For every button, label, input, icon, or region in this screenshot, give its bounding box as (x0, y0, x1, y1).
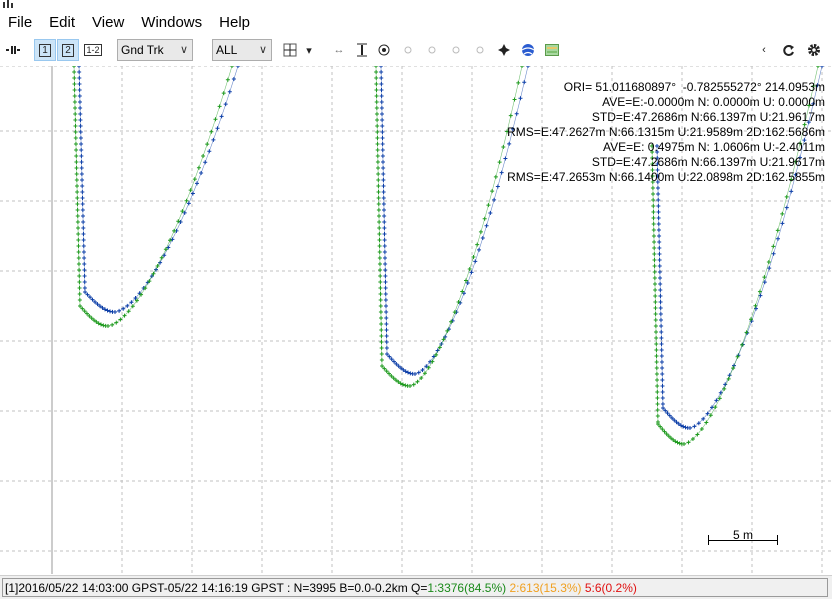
plot-type-select[interactable]: Gnd Trk ∨ (117, 39, 193, 61)
scale-bar: 5 m (707, 528, 779, 548)
stat-rms-2: RMS=E:47.2653m N:66.1400m U:22.0898m 2D:… (507, 170, 825, 184)
ground-track-plot[interactable]: ORI= 51.011680897° -0.782555272° 214.095… (0, 66, 832, 574)
target-icon[interactable] (374, 39, 394, 61)
track-solution-1-a (77, 66, 240, 314)
crosshair-icon[interactable] (280, 39, 300, 61)
toolbar: 1 2 1-2 Gnd Trk ∨ ALL ∨ ▾ ↔ ‹ (0, 34, 832, 67)
menu-file[interactable]: File (8, 14, 33, 31)
status-bar: [1]2016/05/22 14:03:00 GPST-05/22 14:16:… (0, 575, 832, 599)
scroll-left-icon[interactable]: ‹ (762, 44, 766, 56)
solution-1-button[interactable]: 1 (34, 39, 56, 61)
track-solution-1-c (655, 66, 824, 430)
solution-1-2-label: 1-2 (84, 44, 102, 56)
plot-type-value: Gnd Trk (121, 43, 164, 57)
map-icon[interactable] (542, 39, 562, 61)
stat-rms-1: RMS=E:47.2627m N:66.1315m U:21.9589m 2D:… (507, 125, 825, 139)
chevron-down-icon: ∨ (179, 44, 188, 56)
status-summary: [1]2016/05/22 14:03:00 GPST-05/22 14:16:… (5, 580, 428, 595)
menu-edit[interactable]: Edit (49, 14, 76, 31)
status-q2: 2:613(15.3%) (509, 580, 582, 595)
stat-ave-1: AVE=E:-0.0000m N: 0.0000m U: 0.0000m (602, 95, 825, 109)
center-dropdown-icon[interactable]: ▾ (306, 44, 312, 57)
chevron-down-icon: ∨ (258, 44, 267, 56)
refresh-icon[interactable] (778, 39, 798, 61)
stat-std-2: STD=E:47.2686m N:66.1397m U:21.9617m (591, 155, 825, 169)
track-solution-2-b (374, 66, 524, 388)
stat-ave-2: AVE=E: 0.4975m N: 1.0606m U:-2.4011m (602, 140, 825, 154)
solution-2-label: 2 (62, 43, 74, 57)
pause-icon[interactable] (2, 39, 24, 61)
fit-vertical-icon[interactable] (352, 39, 372, 61)
status-text: [1]2016/05/22 14:03:00 GPST-05/22 14:16:… (2, 578, 828, 597)
plot-canvas (0, 66, 832, 574)
solution-2-button[interactable]: 2 (57, 39, 79, 61)
satellite-filter-value: ALL (216, 43, 238, 57)
menu-windows[interactable]: Windows (141, 14, 203, 31)
solution-1-2-button[interactable]: 1-2 (80, 39, 106, 61)
app-icon (3, 0, 13, 8)
globe-icon[interactable] (518, 39, 538, 61)
fit-horizontal-icon[interactable]: ↔ (333, 44, 345, 56)
satellite-filter-select[interactable]: ALL ∨ (212, 39, 272, 61)
settings-icon[interactable] (804, 39, 824, 61)
marker-3-icon[interactable] (446, 39, 466, 61)
track-solution-1-b (379, 66, 530, 376)
stat-origin: ORI= 51.011680897° -0.782555272° 214.095… (563, 80, 825, 94)
marker-1-icon[interactable] (398, 39, 418, 61)
title-bar (0, 0, 832, 12)
marker-4-icon[interactable] (470, 39, 490, 61)
menu-view[interactable]: View (92, 14, 125, 31)
track-solution-2-c (650, 66, 820, 446)
status-q1: 1:3376(84.5%) (427, 580, 507, 595)
menu-bar: File Edit View Windows Help (0, 12, 832, 34)
scale-label: 5 m (732, 528, 753, 542)
show-point-icon[interactable] (494, 39, 514, 61)
status-q5: 5:6(0.2%) (584, 580, 637, 595)
menu-help[interactable]: Help (219, 14, 250, 31)
marker-2-icon[interactable] (422, 39, 442, 61)
stat-std-1: STD=E:47.2686m N:66.1397m U:21.9617m (591, 110, 825, 124)
solution-1-label: 1 (39, 43, 51, 57)
track-solution-2-a (72, 66, 234, 328)
